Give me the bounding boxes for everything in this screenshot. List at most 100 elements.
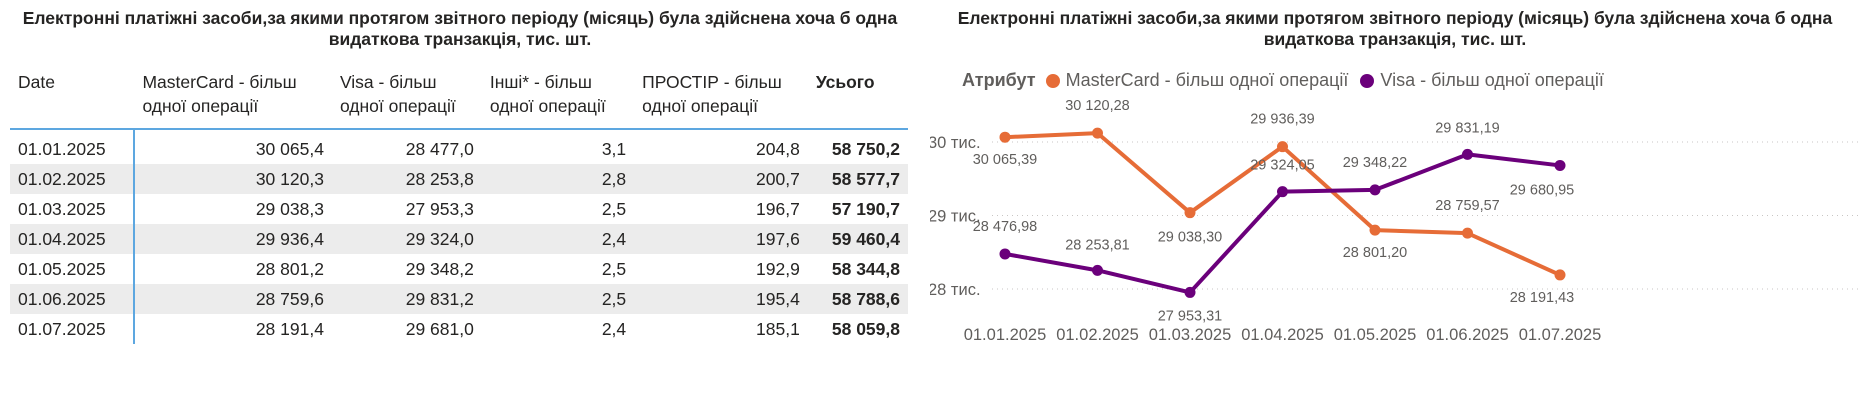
column-header-prostir[interactable]: ПРОСТІР - більш одної операції [634,60,808,130]
cell-mastercard: 28 801,2 [255,259,324,279]
chart-plot-area: 28 тис. 29 тис. 30 тис. 01.01.2025 01.02.202… [930,98,1858,344]
column-header-other[interactable]: Інші* - більш одної операції [481,60,635,130]
column-header-visa[interactable]: Visa - більш одної операції [331,60,482,130]
data-table: Date MasterCard - більш одної операції V… [10,60,908,344]
cell-visa: 27 953,3 [405,199,474,219]
cell-prostir: 196,7 [756,199,800,219]
data-label-mastercard: 28 191,43 [1510,290,1575,306]
cell-mastercard: 29 038,3 [255,199,324,219]
y-tick-label: 30 тис. [930,134,981,152]
cell-date: 01.07.2025 [10,314,136,344]
data-label-visa: 29 348,22 [1343,155,1408,171]
data-point-visa [1277,186,1288,198]
table-row[interactable]: 01.06.2025 28 759,6 29 831,2 2,5 195,4 58 788… [10,284,908,314]
cell-prostir: 195,4 [634,284,808,314]
cell-other: 2,5 [601,259,627,279]
cell-total: 58 344,8 [831,259,900,279]
table-row[interactable]: 01.04.2025 29 936,4 29 324,0 2,4 197,6 59 460… [10,224,908,254]
legend-item-mastercard[interactable]: MasterCard - більш одної операції [1045,70,1349,91]
cell-prostir: 185,1 [756,319,800,339]
cell-visa: 29 831,2 [331,284,482,314]
data-label-mastercard: 28 801,20 [1343,245,1408,261]
x-tick-label: 01.03.2025 [1149,326,1232,344]
data-point-mastercard [1092,127,1103,139]
cell-other: 2,5 [601,199,627,219]
legend-item-visa[interactable]: Visa - більш одної операції [1360,70,1604,91]
data-label-mastercard: 30 065,39 [973,152,1038,168]
data-point-mastercard [1184,207,1196,219]
cell-other: 2,4 [481,224,635,254]
data-point-mastercard [1554,269,1566,281]
table-row[interactable]: 01.05.2025 28 801,2 29 348,2 2,5 192,9 58 344… [10,254,908,284]
cell-other: 2,4 [601,319,627,339]
data-point-visa [1462,148,1473,160]
data-point-visa [1554,159,1566,171]
table-row[interactable]: 01.01.2025 30 065,4 28 477,0 3,1 204,8 58 750… [10,129,908,164]
cell-date: 01.06.2025 [10,284,136,314]
cell-visa: 29 681,0 [405,319,474,339]
data-point-mastercard [999,131,1011,143]
cell-prostir: 200,7 [634,164,808,194]
data-point-visa [999,248,1011,260]
table-title: Електронні платіжні засоби,за якими прот… [22,8,898,49]
table-row[interactable]: 01.02.2025 30 120,3 28 253,8 2,8 200,7 58 577… [10,164,908,194]
y-tick-label: 29 тис. [930,208,981,226]
data-label-visa: 28 476,98 [973,219,1038,235]
cell-prostir: 197,6 [634,224,808,254]
x-tick-label: 01.05.2025 [1334,326,1417,344]
x-tick-label: 01.06.2025 [1426,326,1509,344]
table-header-row: Date MasterCard - більш одної операції V… [10,60,908,130]
legend-label-visa: Visa - більш одної операції [1380,70,1604,90]
line-chart-visual: Електронні платіжні засоби,за якими прот… [930,8,1860,408]
cell-mastercard: 28 759,6 [134,284,332,314]
cell-mastercard: 29 936,4 [134,224,332,254]
data-point-visa [1369,184,1381,196]
x-tick-label: 01.07.2025 [1519,326,1602,344]
legend-label-mastercard: MasterCard - більш одної операції [1065,70,1349,90]
data-label-visa: 28 253,81 [1065,237,1130,253]
data-label-mastercard: 29 936,39 [1250,112,1315,128]
cell-visa: 29 348,2 [405,259,474,279]
series-line-visa [1004,152,1561,295]
data-label-mastercard: 30 120,28 [1065,98,1130,114]
cell-visa: 28 477,0 [405,139,474,159]
data-point-mastercard [1277,141,1288,153]
data-label-visa: 29 680,95 [1510,182,1575,198]
cell-total: 58 750,2 [831,139,900,159]
data-label-visa: 27 953,31 [1158,308,1223,324]
cell-total: 58 059,8 [831,319,900,339]
cell-date: 01.01.2025 [10,129,136,164]
data-point-visa [1184,286,1196,298]
table-row[interactable]: 01.07.2025 28 191,4 29 681,0 2,4 185,1 58 059… [10,314,908,344]
cell-date: 01.03.2025 [10,194,136,224]
x-tick-label: 01.04.2025 [1241,326,1324,344]
cell-visa: 28 253,8 [331,164,482,194]
legend-dot-mastercard [1045,73,1060,88]
data-label-visa: 29 324,05 [1250,158,1315,174]
data-label-mastercard: 29 038,30 [1158,230,1223,246]
cell-prostir: 204,8 [756,139,800,159]
chart-title: Електронні платіжні засоби,за якими прот… [957,8,1833,49]
table-row[interactable]: 01.03.2025 29 038,3 27 953,3 2,5 196,7 57 190… [10,194,908,224]
cell-date: 01.02.2025 [10,164,136,194]
chart-legend: Атрибут MasterCard - більш одної операці… [962,70,1616,91]
cell-mastercard: 30 120,3 [134,164,332,194]
column-header-mastercard[interactable]: MasterCard - більш одної операції [134,60,332,130]
data-point-mastercard [1462,227,1473,239]
x-tick-label: 01.01.2025 [964,326,1047,344]
x-tick-label: 01.02.2025 [1056,326,1139,344]
cell-date: 01.04.2025 [10,224,136,254]
cell-total: 58 577,7 [807,164,908,194]
data-label-mastercard: 28 759,57 [1435,198,1500,214]
cell-other: 3,1 [601,139,627,159]
data-point-mastercard [1369,224,1381,236]
cell-other: 2,8 [481,164,635,194]
cell-visa: 29 324,0 [331,224,482,254]
table-visual: Електронні платіжні засоби,за якими прот… [10,8,910,408]
cell-total: 59 460,4 [807,224,908,254]
data-label-visa: 29 831,19 [1435,120,1500,136]
column-header-total[interactable]: Усього [807,60,908,130]
y-tick-label: 28 тис. [930,281,981,299]
column-header-date[interactable]: Date [10,60,135,130]
cell-total: 57 190,7 [831,199,900,219]
